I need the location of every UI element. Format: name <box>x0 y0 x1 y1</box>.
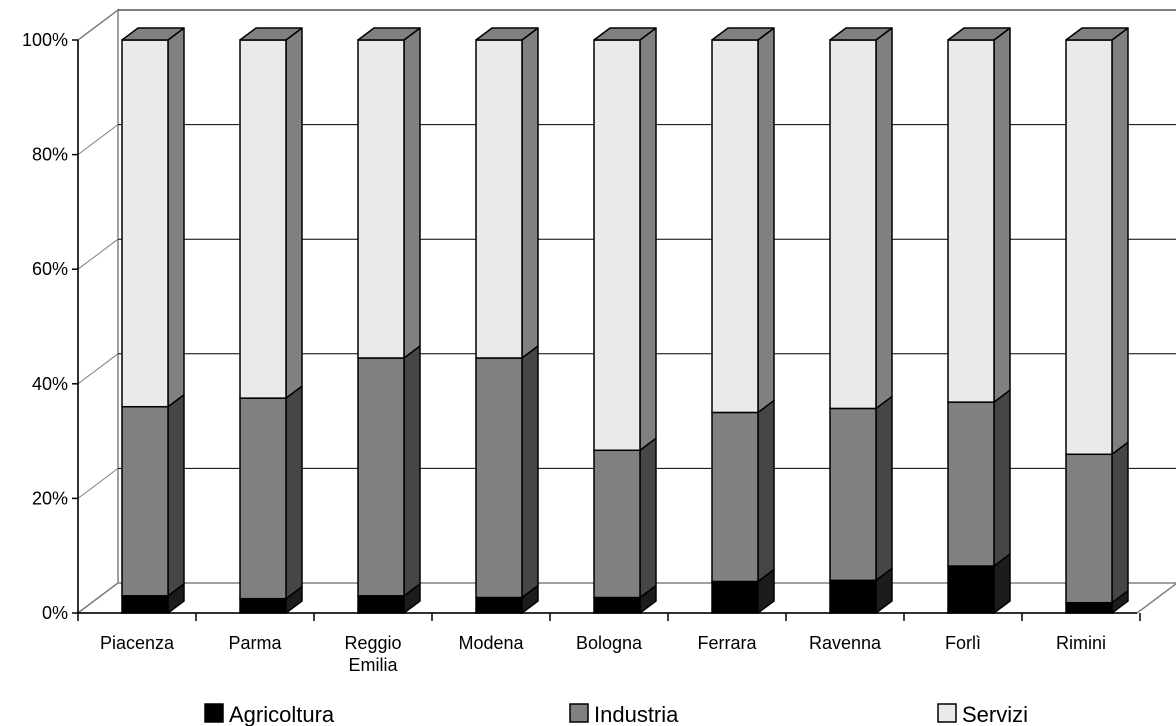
legend-label: Industria <box>594 702 679 726</box>
bar-segment-servizi <box>357 27 421 359</box>
bars <box>121 27 1129 614</box>
bar-segment-industria <box>593 437 657 599</box>
bar-segment-industria <box>121 393 185 597</box>
bar-segment-industria <box>711 399 775 583</box>
legend-swatch <box>204 703 224 723</box>
bar-segment-industria <box>357 345 421 597</box>
bar-segment-servizi <box>1065 27 1129 456</box>
bar-segment-servizi <box>829 27 893 410</box>
bar-segment-industria <box>239 385 303 600</box>
bar-segment-industria <box>947 389 1011 567</box>
bar-segment-agricoltura <box>475 584 539 614</box>
bar-segment-agricoltura <box>711 568 775 614</box>
bar-segment-servizi <box>475 27 539 359</box>
bar-segment-servizi <box>711 27 775 414</box>
category-label: Modena <box>458 633 524 653</box>
legend-item-servizi: Servizi <box>937 702 1028 726</box>
gridline-diagonal <box>77 467 119 499</box>
bar-segment-agricoltura <box>121 583 185 614</box>
y-tick-label: 60% <box>32 259 68 279</box>
category-label: Rimini <box>1056 633 1106 653</box>
x-axis: Piacenza Parma Reggio Emilia Modena Bologna Fe… <box>77 612 1141 675</box>
bar-segment-servizi <box>593 27 657 452</box>
bar-segment-industria <box>475 345 539 599</box>
bar-segment-servizi <box>239 27 303 399</box>
gridline-diagonal <box>77 238 119 270</box>
gridline-diagonal <box>77 353 119 385</box>
legend-label: Agricoltura <box>229 702 335 726</box>
category-label: Parma <box>228 633 282 653</box>
bar-segment-agricoltura <box>357 583 421 614</box>
legend-swatch <box>569 703 589 723</box>
legend-item-agricoltura: Agricoltura <box>204 702 335 726</box>
bar-segment-servizi <box>121 27 185 408</box>
legend-label: Servizi <box>962 702 1028 726</box>
category-label: Reggio Emilia <box>344 633 401 675</box>
y-tick-label: 20% <box>32 488 68 508</box>
category-label: Bologna <box>576 633 643 653</box>
y-tick-label: 0% <box>42 603 68 623</box>
bar-segment-agricoltura <box>947 553 1011 614</box>
side-wall <box>77 8 119 615</box>
legend: Agricoltura Industria Servizi <box>204 702 1028 726</box>
bar-segment-industria <box>1065 441 1129 604</box>
category-label: Piacenza <box>100 633 175 653</box>
y-tick-label: 100% <box>22 30 68 50</box>
y-tick-label: 40% <box>32 374 68 394</box>
category-label: Ferrara <box>697 633 757 653</box>
category-label: Forlì <box>945 633 981 653</box>
gridline-diagonal <box>77 9 119 41</box>
y-tick-label: 80% <box>32 145 68 165</box>
y-axis: 0% 20% 40% 60% 80% 100% <box>22 30 79 623</box>
bar-segment-servizi <box>947 27 1011 403</box>
gridline-diagonal <box>77 124 119 156</box>
category-label: Ravenna <box>809 633 882 653</box>
legend-swatch <box>937 703 957 723</box>
legend-item-industria: Industria <box>569 702 679 726</box>
bar-segment-industria <box>829 395 893 582</box>
